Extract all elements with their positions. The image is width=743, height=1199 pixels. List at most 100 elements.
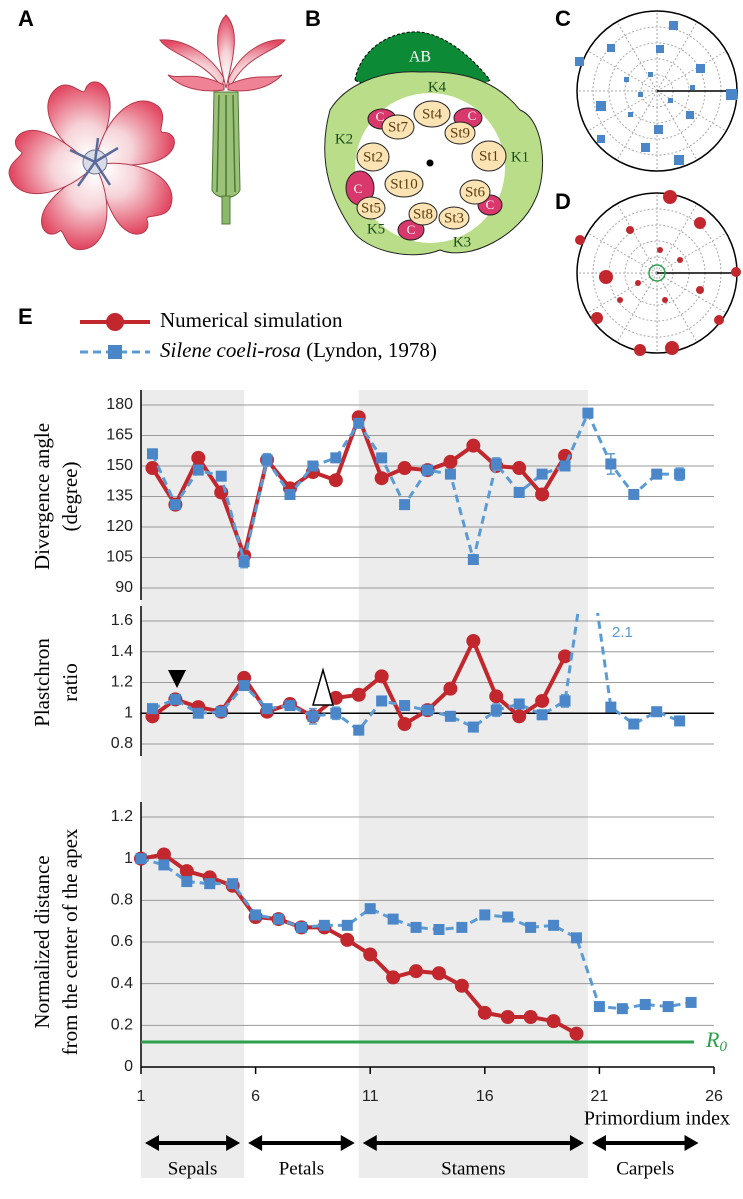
x-tick-label: 26 bbox=[705, 1088, 723, 1105]
marker bbox=[535, 487, 550, 502]
marker bbox=[376, 695, 388, 707]
chart: 0.8 1 1.2 1.4 1.6 Plastchron ratio 2.1 bbox=[30, 606, 714, 756]
y-axis-label: from the center of the apex bbox=[58, 828, 82, 1055]
spoke bbox=[587, 90, 658, 132]
marker bbox=[513, 698, 525, 710]
marker bbox=[548, 919, 560, 931]
y-tick-label: 1.6 bbox=[111, 612, 133, 629]
label: St5 bbox=[361, 200, 381, 216]
marker bbox=[204, 878, 216, 890]
panel-label: A bbox=[18, 6, 34, 31]
arrowhead bbox=[684, 1135, 699, 1151]
marker bbox=[341, 919, 353, 931]
label: K3 bbox=[453, 234, 471, 250]
marker bbox=[674, 468, 686, 480]
legend-label: Silene coeli-rosa (Lyndon, 1978) bbox=[160, 338, 437, 362]
group-label: Sepals bbox=[168, 1158, 218, 1179]
marker bbox=[250, 909, 262, 921]
marker bbox=[616, 1003, 628, 1015]
marker bbox=[559, 695, 571, 707]
marker bbox=[387, 913, 399, 925]
marker bbox=[156, 847, 171, 862]
label: K4 bbox=[428, 79, 447, 95]
y-tick-label: 0.2 bbox=[111, 1017, 133, 1034]
marker bbox=[490, 458, 502, 470]
arrowhead bbox=[226, 1135, 241, 1151]
marker bbox=[330, 452, 342, 464]
y-tick-label: 0 bbox=[124, 1058, 133, 1075]
marker bbox=[570, 932, 582, 944]
marker bbox=[628, 488, 640, 500]
marker bbox=[215, 470, 227, 482]
label: St1 bbox=[479, 148, 499, 164]
marker bbox=[146, 448, 158, 460]
marker bbox=[181, 876, 193, 888]
marker bbox=[261, 454, 273, 466]
marker bbox=[559, 460, 571, 472]
y-axis-label: Divergence angle bbox=[30, 423, 54, 570]
marker bbox=[443, 681, 458, 696]
y-tick-label: 150 bbox=[106, 457, 133, 474]
floral-diagram: AB K4 K2 K1 K5 K3 St1 St2 St3 St4 St5 St… bbox=[324, 31, 544, 256]
marker bbox=[500, 1010, 515, 1024]
y-tick-label: 0.4 bbox=[111, 975, 133, 992]
marker bbox=[535, 693, 550, 708]
spoke bbox=[616, 21, 658, 92]
spoke bbox=[616, 272, 658, 343]
marker bbox=[397, 717, 412, 732]
marker bbox=[662, 1001, 674, 1013]
marker bbox=[135, 853, 147, 865]
marker bbox=[674, 715, 686, 727]
marker bbox=[238, 556, 250, 568]
legend: Numerical simulation Silene coeli-rosa (… bbox=[80, 308, 437, 362]
marker bbox=[443, 454, 458, 469]
shaded-band bbox=[358, 390, 588, 1178]
marker bbox=[479, 909, 491, 921]
spoke bbox=[656, 232, 727, 274]
marker bbox=[146, 703, 158, 715]
marker bbox=[628, 718, 640, 730]
marker bbox=[295, 921, 307, 933]
marker bbox=[651, 706, 663, 718]
marker bbox=[582, 407, 594, 419]
y-tick-label: 0.6 bbox=[111, 933, 133, 950]
label: St2 bbox=[363, 149, 383, 165]
y-tick-label: 1.4 bbox=[111, 643, 133, 660]
shaded-bands bbox=[141, 390, 588, 1178]
spoke bbox=[587, 272, 658, 314]
spoke bbox=[656, 272, 698, 343]
marker bbox=[466, 438, 481, 453]
series bbox=[135, 853, 697, 1015]
y-axis-label: ratio bbox=[58, 663, 82, 701]
arrowhead bbox=[312, 667, 334, 706]
group-label: Stamens bbox=[441, 1158, 505, 1179]
marker bbox=[273, 913, 285, 925]
y-axis-label: (degree) bbox=[58, 462, 82, 532]
flower-side bbox=[159, 14, 286, 225]
spoke bbox=[656, 203, 698, 274]
y-tick-label: 1.2 bbox=[111, 808, 133, 825]
series bbox=[146, 613, 686, 736]
group-label: Petals bbox=[279, 1158, 324, 1179]
y-tick-label: 105 bbox=[106, 549, 133, 566]
flower-front bbox=[8, 81, 175, 251]
marker bbox=[191, 450, 206, 465]
marker bbox=[169, 499, 181, 511]
marker bbox=[639, 999, 651, 1010]
polar-grid bbox=[576, 10, 738, 172]
reference-label: 0 bbox=[719, 1039, 727, 1055]
label: St7 bbox=[388, 119, 409, 135]
marker bbox=[525, 921, 537, 933]
x-tick-label: 11 bbox=[362, 1088, 379, 1105]
marker bbox=[215, 706, 227, 718]
label: AB bbox=[409, 49, 431, 66]
marker bbox=[410, 921, 422, 933]
marker bbox=[158, 859, 170, 871]
marker bbox=[179, 864, 194, 879]
label: K2 bbox=[335, 131, 353, 147]
marker bbox=[364, 903, 376, 915]
marker bbox=[569, 1026, 584, 1041]
spoke bbox=[656, 272, 727, 314]
x-tick-label: 6 bbox=[251, 1088, 260, 1105]
marker bbox=[502, 911, 514, 923]
